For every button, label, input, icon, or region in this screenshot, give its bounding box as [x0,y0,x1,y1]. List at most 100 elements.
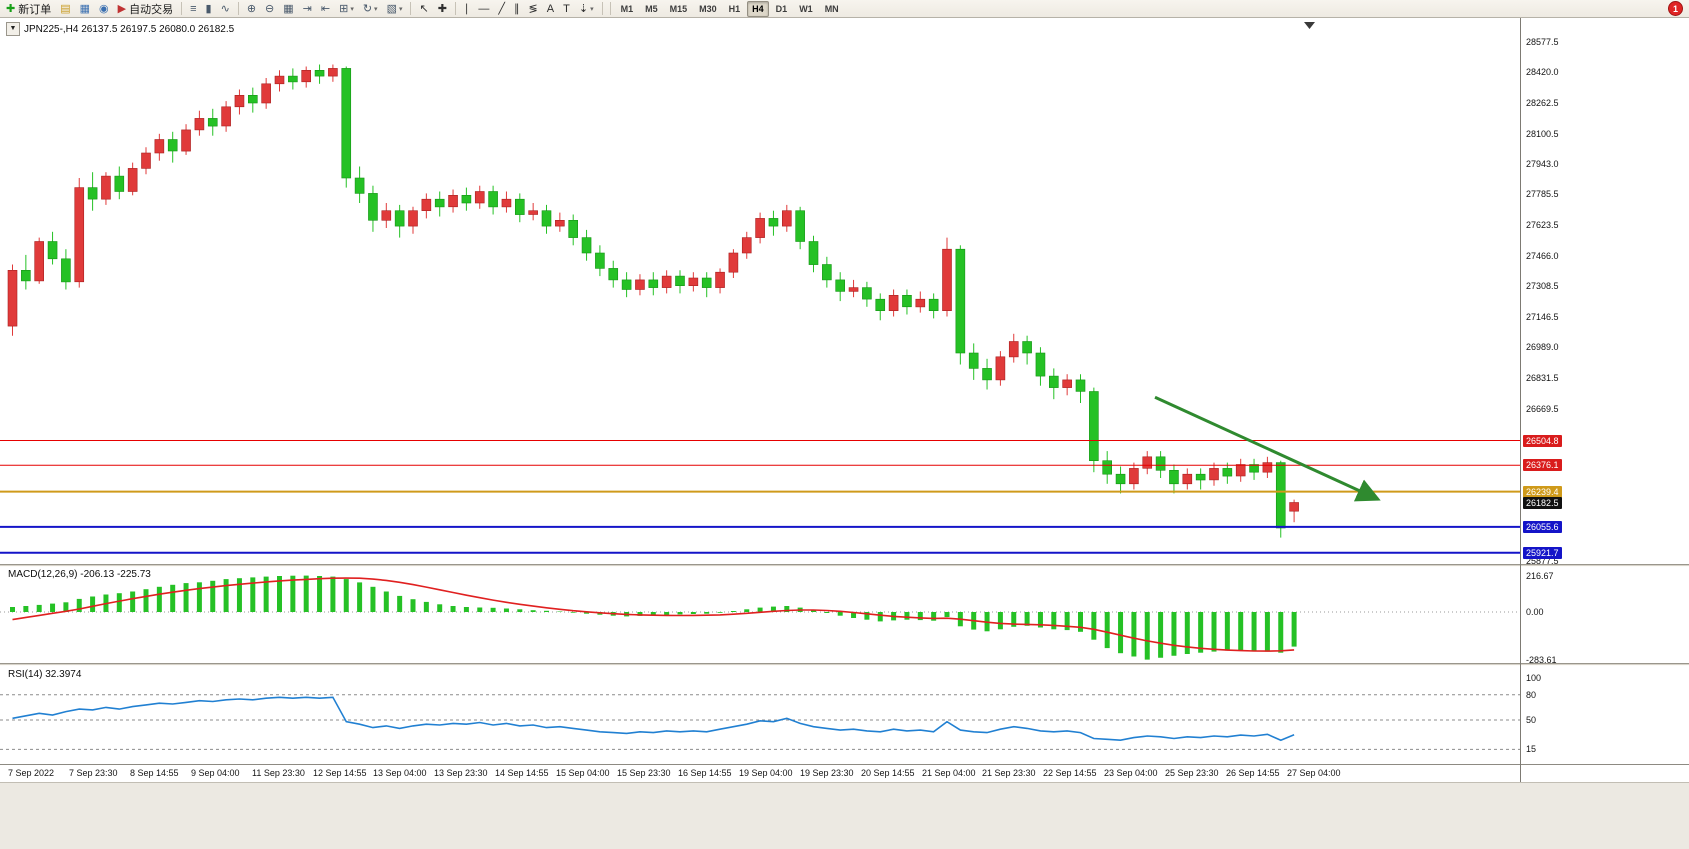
macd-panel-chart[interactable] [0,567,1689,663]
time-axis-label: 26 Sep 14:55 [1226,768,1280,778]
candle [1075,379,1086,392]
timeframe-button-h4[interactable]: H4 [747,0,769,17]
price-axis-label: 27785.5 [1526,189,1559,199]
line-chart-mode-button[interactable]: ∿ [217,0,234,18]
candlestick-mode-button[interactable]: ▮ [202,0,216,18]
auto-scroll-button[interactable]: ⇥ [299,0,316,18]
candle [715,271,725,288]
timeframe-button-d1[interactable]: D1 [775,3,788,14]
timeframe-button-m5[interactable]: M5 [645,3,658,14]
cursor-button[interactable]: ↖ [415,0,432,18]
notification-badge[interactable]: 1 [1668,1,1683,16]
fibonacci-icon: ≶ [528,2,538,15]
toolbar-separator [454,2,456,15]
candle [555,220,565,227]
vertical-line-button[interactable]: ∣ [460,0,474,18]
crosshair-icon: ✚ [437,2,447,15]
trendline-button[interactable]: ╱ [494,0,509,18]
text-label-button[interactable]: T [559,0,574,18]
candle [1209,468,1219,481]
channel-button[interactable]: ∥ [510,0,524,18]
price-axis-label: 28420.0 [1526,67,1559,77]
candle [982,368,992,381]
price-tag[interactable]: 26504.8 [1523,435,1562,447]
candle [408,210,418,227]
price-tag[interactable]: 26055.6 [1523,521,1562,533]
price-tag[interactable]: 25921.7 [1523,547,1562,559]
new-chart-button[interactable]: ⊞ ▾ [335,0,358,18]
horizontal-line-button[interactable]: ― [474,0,493,18]
profiles-icon: ▤ [60,2,71,15]
zoom-out-icon: ⊖ [265,2,275,15]
panel-splitter[interactable] [0,564,1689,567]
data-window-button[interactable]: ◉ [95,0,113,18]
timeframe-button-h1[interactable]: H1 [728,3,741,14]
price-tag[interactable]: 26182.5 [1523,497,1562,509]
time-axis-label: 13 Sep 04:00 [373,768,427,778]
profiles-button[interactable]: ▤ [56,0,74,18]
timeframe-button-mn[interactable]: MN [824,3,839,14]
price-axis[interactable]: 28577.5 28420.0 28262.5 28100.5 27943.0 27785… [1520,18,1689,782]
bar-chart-mode-button[interactable]: ≡ [186,0,200,18]
arrows-dropdown-button[interactable]: ⇣ ▾ [575,0,598,18]
chart-shift-button[interactable]: ⇤ [317,0,334,18]
text-button[interactable]: A [543,0,558,18]
candle [1249,464,1259,473]
time-axis-label: 15 Sep 23:30 [617,768,671,778]
timeframe-button-w1[interactable]: W1 [799,3,813,14]
candle [528,210,538,215]
chart-shift-marker-icon[interactable] [1304,22,1315,29]
candle [261,83,271,104]
tile-windows-icon: ▦ [283,2,294,15]
new-order-button[interactable]: ✚ 新订单 [2,0,55,18]
candle [181,129,191,152]
candle [822,264,832,281]
candle [541,210,552,227]
chevron-down-icon: ▾ [398,5,403,13]
price-tag[interactable]: 26376.1 [1523,459,1562,471]
zoom-in-button[interactable]: ⊕ [243,0,260,18]
auto-trading-button[interactable]: ▶ 自动交易 [114,0,177,18]
templates-button[interactable]: ▧ ▾ [383,0,407,18]
template-icon: ▧ [386,2,397,15]
panel-splitter[interactable] [0,663,1689,666]
time-axis-label: 8 Sep 14:55 [130,768,179,778]
candle [902,294,912,308]
new-chart-icon: ⊞ [339,2,349,15]
timeframe-bar: M1 M5 M15 M30 H1 H4 D1 W1 MN [615,0,845,17]
candle [995,356,1006,381]
price-tag[interactable]: 26239.4 [1523,486,1562,498]
candle [608,268,619,281]
time-axis-label: 16 Sep 14:55 [678,768,732,778]
price-axis-label: 28577.5 [1526,37,1559,47]
candlestick-chart[interactable] [0,18,1689,564]
candle [1102,460,1112,475]
candle [74,187,85,283]
price-axis-label: 25877.5 [1526,556,1559,566]
candle [194,118,205,131]
rsi-panel-chart[interactable] [0,666,1689,764]
price-axis-label: 28262.5 [1526,98,1559,108]
time-axis-label: 23 Sep 04:00 [1104,768,1158,778]
profiles-dropdown-button[interactable]: ↻ ▾ [359,0,382,18]
timeframe-button-m30[interactable]: M30 [699,3,717,14]
candle [1062,379,1072,388]
fibonacci-button[interactable]: ≶ [525,0,542,18]
crosshair-button[interactable]: ✚ [434,0,451,18]
candlestick-icon: ▮ [205,2,212,15]
market-watch-button[interactable]: ▦ [76,0,94,18]
tile-windows-button[interactable]: ▦ [279,0,297,18]
one-click-trading-collapse-icon[interactable]: ▼ [6,22,20,36]
time-axis-label: 25 Sep 23:30 [1165,768,1219,778]
rsi-axis-label: 50 [1526,715,1537,725]
zoom-out-button[interactable]: ⊖ [261,0,278,18]
price-axis-label: 26831.5 [1526,373,1559,383]
timeframe-button-m15[interactable]: M15 [669,3,688,14]
time-axis[interactable]: 7 Sep 2022 7 Sep 23:30 8 Sep 14:55 9 Sep 04… [0,764,1689,782]
auto-scroll-icon: ⇥ [302,2,312,15]
trend-arrow[interactable] [1154,395,1381,502]
candle [501,198,512,208]
timeframe-button-m1[interactable]: M1 [620,3,634,14]
candle [141,152,151,169]
cycle-icon: ↻ [362,2,373,15]
